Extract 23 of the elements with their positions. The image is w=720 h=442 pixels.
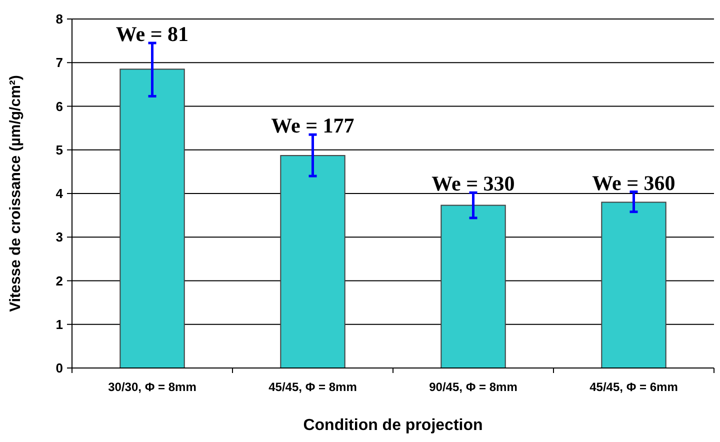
x-tick-label: 45/45, Φ = 6mm bbox=[590, 380, 678, 394]
bar bbox=[120, 68, 185, 368]
y-tick-label: 4 bbox=[56, 186, 64, 202]
y-tick-label: 2 bbox=[56, 273, 63, 288]
annotation: We = 81 bbox=[116, 22, 189, 46]
x-tick-label: 45/45, Φ = 8mm bbox=[268, 380, 357, 394]
y-tick-label: 7 bbox=[56, 55, 63, 70]
y-tick-label: 1 bbox=[56, 316, 63, 332]
bar bbox=[440, 204, 506, 368]
y-tick-label: 3 bbox=[56, 230, 63, 245]
y-tick-label: 0 bbox=[56, 360, 63, 376]
annotation: We = 330 bbox=[432, 172, 515, 196]
annotation: We = 177 bbox=[271, 114, 354, 138]
y-tick-label: 5 bbox=[56, 142, 63, 158]
bar bbox=[280, 155, 346, 368]
x-axis-title: Condition de projection bbox=[303, 417, 483, 434]
annotation: We = 360 bbox=[592, 170, 676, 195]
y-axis-title: Vitesse de croissance (µm/g/cm²) bbox=[7, 75, 24, 312]
x-tick-label: 30/30, Φ = 8mm bbox=[108, 380, 196, 394]
x-tick-label: 90/45, Φ = 8mm bbox=[429, 380, 518, 394]
y-tick-label: 6 bbox=[56, 98, 63, 114]
bar bbox=[601, 202, 666, 368]
y-tick-label: 8 bbox=[56, 12, 63, 27]
